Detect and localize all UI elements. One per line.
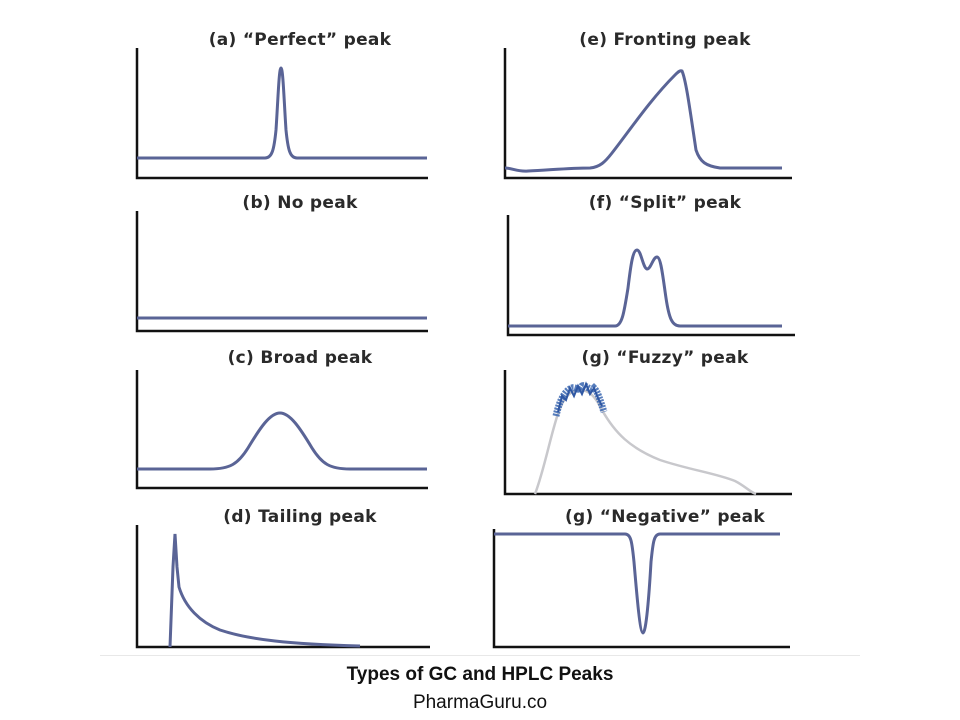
panel-title: (c) Broad peak: [227, 348, 373, 368]
panel-fronting-peak: (e) Fronting peak: [500, 30, 810, 180]
panel-split-peak: (f) “Split” peak: [500, 193, 810, 343]
figure-caption-title: Types of GC and HPLC Peaks: [346, 664, 614, 685]
signal-trace: [168, 533, 361, 648]
axes: [135, 370, 428, 490]
panel-title: (b) No peak: [242, 193, 358, 213]
axes: [492, 529, 790, 649]
perfect-peak-plot: [135, 48, 428, 180]
caption-divider: [100, 655, 860, 656]
figure-caption-source: PharmaGuru.co: [412, 692, 548, 713]
panel-title: (g) “Fuzzy” peak: [581, 348, 749, 368]
signal-trace-tail: [533, 388, 757, 496]
panel-title: (e) Fronting peak: [579, 30, 751, 50]
axes: [135, 525, 430, 649]
no-peak-plot: [135, 211, 428, 333]
noisy-peak-top: [552, 382, 608, 417]
tailing-peak-plot: [135, 525, 430, 649]
axes: [503, 370, 792, 496]
signal-trace: [137, 66, 427, 160]
negative-peak-plot: [492, 529, 790, 649]
panel-tailing-peak: (d) Tailing peak: [130, 507, 440, 657]
noise-jitter: [557, 381, 603, 413]
broad-peak-plot: [135, 370, 428, 490]
panel-title: (g) “Negative” peak: [564, 507, 766, 527]
signal-trace: [504, 69, 782, 173]
panel-no-peak: (b) No peak: [130, 193, 440, 343]
panel-title: (f) “Split” peak: [588, 193, 742, 213]
panel-fuzzy-peak: (g) “Fuzzy” peak: [500, 348, 810, 498]
panel-broad-peak: (c) Broad peak: [130, 348, 440, 498]
axes: [135, 211, 428, 333]
panel-perfect-peak: (a) “Perfect” peak: [130, 30, 440, 180]
panel-title: (a) “Perfect” peak: [208, 30, 392, 50]
split-peak-plot: [506, 215, 795, 337]
signal-trace: [494, 532, 780, 635]
panel-title: (d) Tailing peak: [223, 507, 377, 527]
signal-trace: [508, 248, 782, 328]
signal-trace: [137, 411, 427, 471]
panel-negative-peak: (g) “Negative” peak: [492, 507, 810, 657]
axes: [135, 48, 428, 180]
axes: [503, 48, 792, 180]
axes: [506, 215, 795, 337]
fuzzy-peak-plot: [503, 370, 792, 496]
fronting-peak-plot: [503, 48, 792, 180]
